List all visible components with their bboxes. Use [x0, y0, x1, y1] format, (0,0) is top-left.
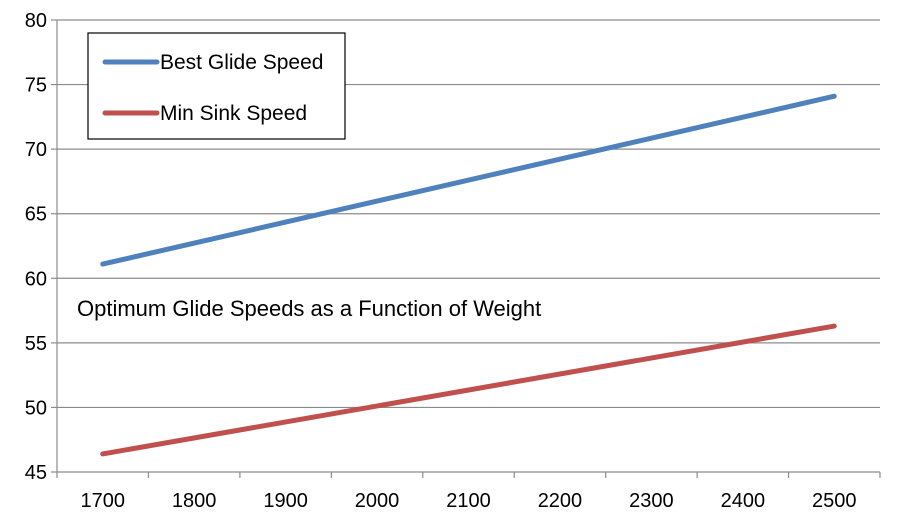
x-tick-label: 2400 [721, 490, 766, 512]
series-line-1 [100, 323, 837, 457]
x-tick-label: 2500 [812, 490, 857, 512]
series-line-0 [100, 93, 837, 267]
x-tick-label: 1900 [263, 490, 308, 512]
legend-box [87, 32, 346, 140]
x-tick-label: 2100 [446, 490, 491, 512]
x-tick-label: 2200 [538, 490, 583, 512]
y-tick-label: 70 [25, 139, 47, 161]
y-tick-label: 65 [25, 204, 47, 226]
y-tick-label: 60 [25, 268, 47, 290]
legend-label-min-sink: Min Sink Speed [160, 102, 307, 125]
y-tick-label: 45 [25, 462, 47, 484]
legend-label-best-glide: Best Glide Speed [160, 51, 323, 74]
x-tick-label: 1700 [80, 490, 125, 512]
y-tick-label: 55 [25, 333, 47, 355]
chart-annotation: Optimum Glide Speeds as a Function of We… [77, 296, 541, 321]
x-tick-label: 2300 [629, 490, 674, 512]
y-tick-label: 75 [25, 75, 47, 97]
x-tick-label: 2000 [355, 490, 400, 512]
x-tick-label: 1800 [172, 490, 217, 512]
y-tick-label: 80 [25, 10, 47, 32]
y-tick-labels: 45 50 55 60 65 70 75 80 [25, 10, 47, 484]
axes [51, 19, 881, 478]
legend: Best Glide Speed Min Sink Speed [87, 32, 346, 140]
series-lines [100, 93, 837, 457]
y-tick-label: 50 [25, 397, 47, 419]
x-tick-labels: 1700 1800 1900 2000 2100 2200 2300 2400 2500 [80, 490, 856, 512]
